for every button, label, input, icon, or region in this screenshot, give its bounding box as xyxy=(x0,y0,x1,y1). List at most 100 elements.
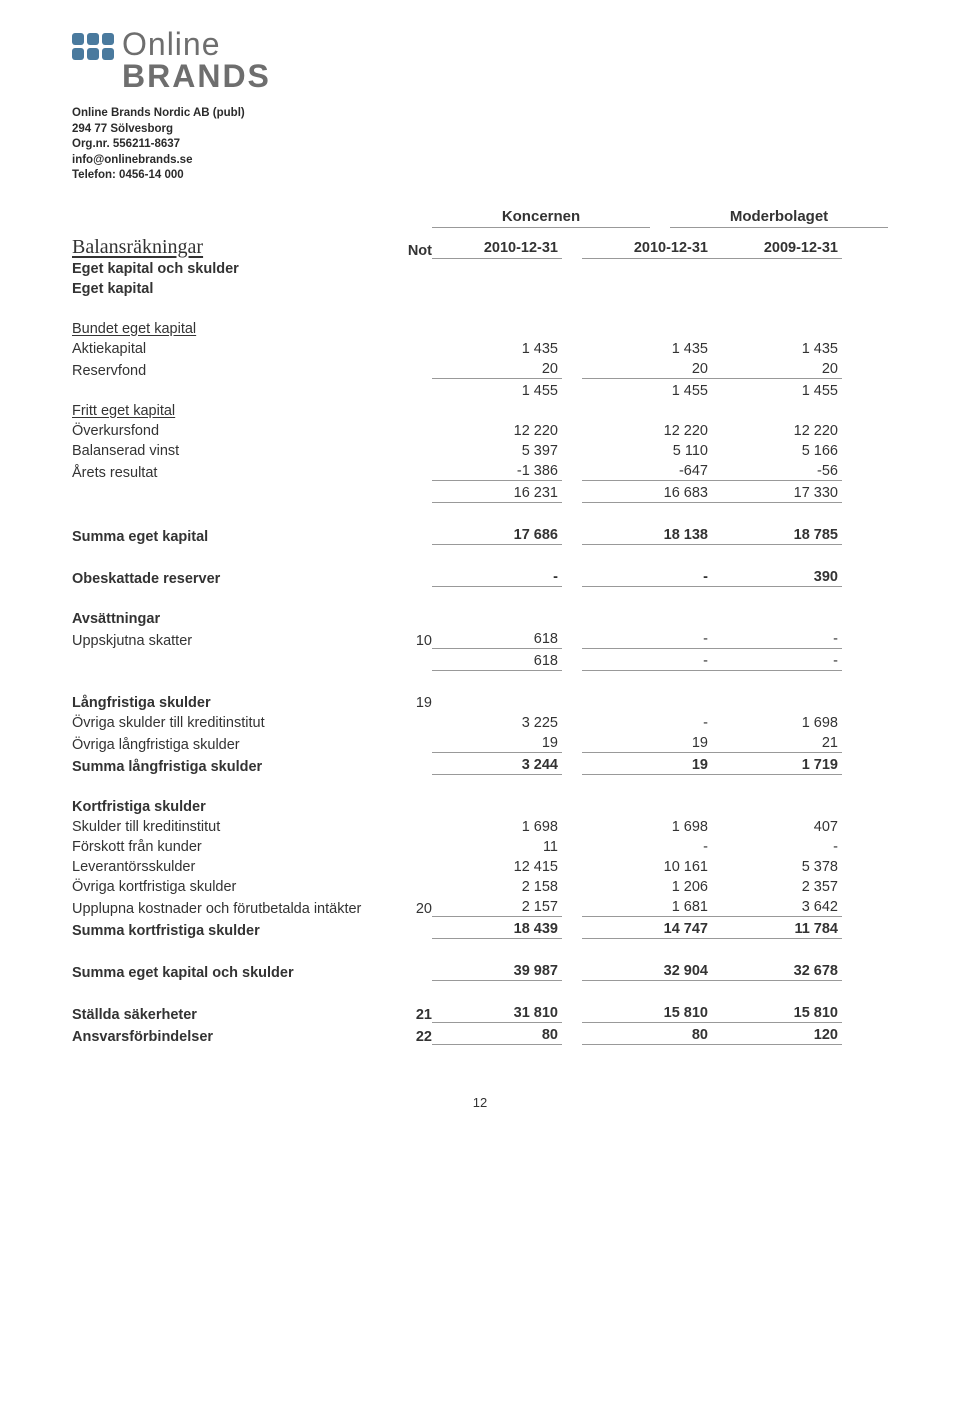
logo-line-1: Online xyxy=(122,28,271,60)
note: 19 xyxy=(372,695,432,711)
row-sub-avs: 618 - - xyxy=(72,651,888,673)
cell: 12 220 xyxy=(582,423,712,439)
company-phone: Telefon: 0456-14 000 xyxy=(72,168,888,184)
row-ansvars: Ansvarsförbindelser 22 80 80 120 xyxy=(72,1025,888,1047)
cell: 1 698 xyxy=(582,819,712,835)
cell: 1 435 xyxy=(582,341,712,357)
column-header-row: Balansräkningar Not 2010-12-31 2010-12-3… xyxy=(72,236,888,259)
cell: 12 415 xyxy=(432,859,562,875)
row-sub-fritt: 16 231 16 683 17 330 xyxy=(72,483,888,505)
label: Uppskjutna skatter xyxy=(72,633,372,649)
page-number: 12 xyxy=(72,1095,888,1110)
label: Summa långfristiga skulder xyxy=(72,759,372,775)
cell: 618 xyxy=(432,631,562,649)
row-obeskattade: Obeskattade reserver - - 390 xyxy=(72,567,888,589)
cell: 5 397 xyxy=(432,443,562,459)
cell: 1 455 xyxy=(432,383,562,399)
label: Övriga skulder till kreditinstitut xyxy=(72,715,372,731)
company-addr: 294 77 Sölvesborg xyxy=(72,122,888,138)
label: Ställda säkerheter xyxy=(72,1007,372,1023)
row-sub-bundet: 1 455 1 455 1 455 xyxy=(72,381,888,401)
cell: 120 xyxy=(712,1027,842,1045)
table-title: Balansräkningar xyxy=(72,236,372,259)
company-org: Org.nr. 556211-8637 xyxy=(72,137,888,153)
cell: 16 231 xyxy=(432,485,562,503)
cell: 39 987 xyxy=(432,963,562,981)
label: Ansvarsförbindelser xyxy=(72,1029,372,1045)
row-ovr-kredit: Övriga skulder till kreditinstitut 3 225… xyxy=(72,713,888,733)
cell: 80 xyxy=(432,1027,562,1045)
cell: - xyxy=(582,653,712,671)
cell: - xyxy=(582,715,712,731)
label: Aktiekapital xyxy=(72,341,372,357)
cell: 20 xyxy=(582,361,712,379)
logo-text: Online BRANDS xyxy=(122,28,271,92)
cell: 20 xyxy=(712,361,842,379)
cell: 20 xyxy=(432,361,562,379)
cell: 32 904 xyxy=(582,963,712,981)
section-avs: Avsättningar xyxy=(72,611,372,627)
cell: 1 698 xyxy=(712,715,842,731)
cell: 19 xyxy=(582,735,712,753)
label: Överkursfond xyxy=(72,423,372,439)
cell: 18 138 xyxy=(582,527,712,545)
section-kort: Kortfristiga skulder xyxy=(72,799,372,815)
row-summa-all: Summa eget kapital och skulder 39 987 32… xyxy=(72,961,888,983)
cell: 14 747 xyxy=(582,921,712,939)
row-aktiekapital: Aktiekapital 1 435 1 435 1 435 xyxy=(72,339,888,359)
cell: 19 xyxy=(432,735,562,753)
cell: 1 455 xyxy=(582,383,712,399)
label: Övriga långfristiga skulder xyxy=(72,737,372,753)
company-email: info@onlinebrands.se xyxy=(72,153,888,169)
logo-row: Online BRANDS xyxy=(72,28,888,92)
note: 21 xyxy=(372,1007,432,1023)
col-2009-m: 2009-12-31 xyxy=(712,240,842,259)
cell: 2 357 xyxy=(712,879,842,895)
cell: 3 642 xyxy=(712,899,842,917)
page-container: Online BRANDS Online Brands Nordic AB (p… xyxy=(0,0,960,1150)
cell: 1 206 xyxy=(582,879,712,895)
row-reservfond: Reservfond 20 20 20 xyxy=(72,359,888,381)
cell: 12 220 xyxy=(432,423,562,439)
cell: 1 681 xyxy=(582,899,712,917)
note: 10 xyxy=(372,633,432,649)
cell: -647 xyxy=(582,463,712,481)
cell: - xyxy=(712,839,842,855)
logo-block: Online BRANDS Online Brands Nordic AB (p… xyxy=(72,28,888,184)
cell: 5 110 xyxy=(582,443,712,459)
logo-icon xyxy=(72,33,114,60)
label: Skulder till kreditinstitut xyxy=(72,819,372,835)
cell: - xyxy=(582,839,712,855)
group-header-row: Koncernen Moderbolaget xyxy=(72,208,888,228)
cell: - xyxy=(712,653,842,671)
cell: 17 686 xyxy=(432,527,562,545)
cell: 18 439 xyxy=(432,921,562,939)
label: Balanserad vinst xyxy=(72,443,372,459)
cell: - xyxy=(582,631,712,649)
company-name: Online Brands Nordic AB (publ) xyxy=(72,106,888,122)
cell: 618 xyxy=(432,653,562,671)
row-balanserad: Balanserad vinst 5 397 5 110 5 166 xyxy=(72,441,888,461)
cell: 1 719 xyxy=(712,757,842,775)
label: Övriga kortfristiga skulder xyxy=(72,879,372,895)
row-arets: Årets resultat -1 386 -647 -56 xyxy=(72,461,888,483)
label: Upplupna kostnader och förutbetalda intä… xyxy=(72,901,372,917)
row-ovr-lang: Övriga långfristiga skulder 19 19 21 xyxy=(72,733,888,755)
note: 20 xyxy=(372,901,432,917)
cell: 16 683 xyxy=(582,485,712,503)
row-uppskjutna: Uppskjutna skatter 10 618 - - xyxy=(72,629,888,651)
section-fritt: Fritt eget kapital xyxy=(72,403,372,419)
cell: 3 244 xyxy=(432,757,562,775)
group-moderbolaget: Moderbolaget xyxy=(670,208,888,228)
label: Reservfond xyxy=(72,363,372,379)
section-eget-kap-skuld: Eget kapital och skulder xyxy=(72,261,372,277)
col-2010-k: 2010-12-31 xyxy=(432,240,562,259)
group-koncernen: Koncernen xyxy=(432,208,650,228)
cell: 15 810 xyxy=(712,1005,842,1023)
cell: 17 330 xyxy=(712,485,842,503)
section-bundet: Bundet eget kapital xyxy=(72,321,372,337)
row-summa-lang: Summa långfristiga skulder 3 244 19 1 71… xyxy=(72,755,888,777)
cell: 15 810 xyxy=(582,1005,712,1023)
cell: 2 158 xyxy=(432,879,562,895)
cell: 1 435 xyxy=(432,341,562,357)
